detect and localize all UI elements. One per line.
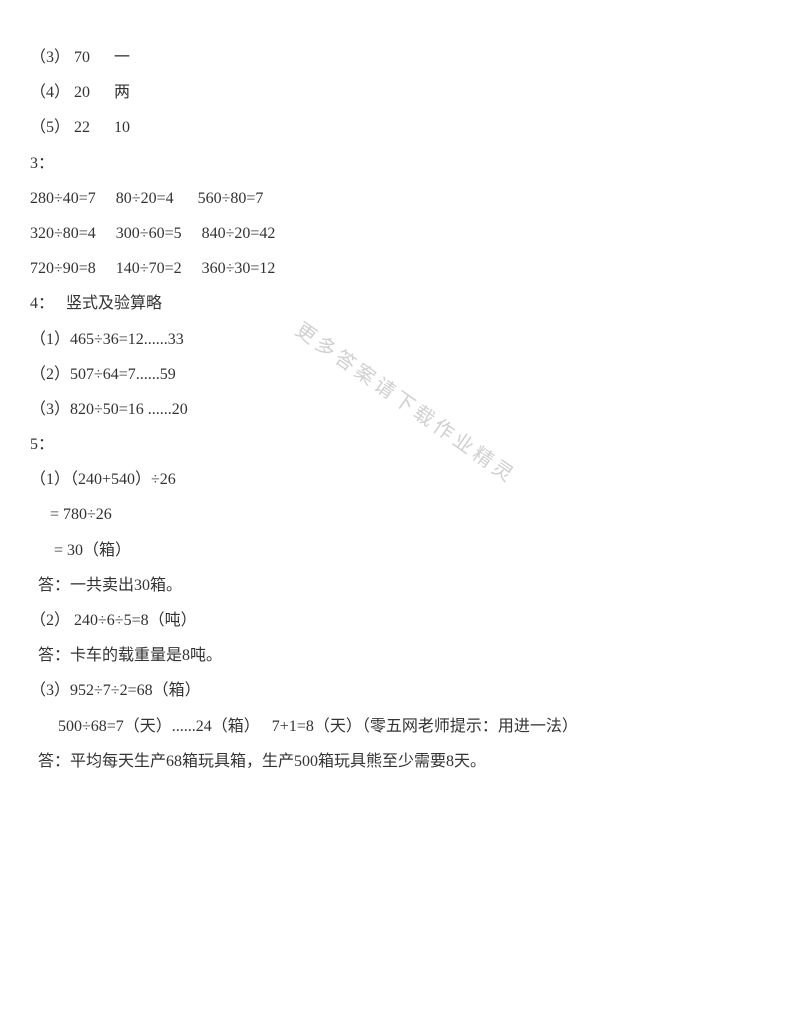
text-line: = 780÷26	[30, 497, 770, 532]
text-line: （5） 22 10	[30, 110, 770, 145]
text-line: （1）465÷36=12......33	[30, 322, 770, 357]
text-line: 3：	[30, 146, 770, 181]
text-line: 5：	[30, 427, 770, 462]
text-line: 500÷68=7（天）......24（箱） 7+1=8（天）（零五网老师提示：…	[30, 709, 770, 744]
text-line: 720÷90=8 140÷70=2 360÷30=12	[30, 251, 770, 286]
text-line: 答：一共卖出30箱。	[30, 568, 770, 603]
text-line: = 30（箱）	[30, 533, 770, 568]
document-content: （3） 70 一 （4） 20 两 （5） 22 10 3： 280÷40=7 …	[30, 40, 770, 779]
text-line: （2）507÷64=7......59	[30, 357, 770, 392]
text-line: （2） 240÷6÷5=8（吨）	[30, 603, 770, 638]
text-line: （3） 70 一	[30, 40, 770, 75]
text-line: （1）（240+540）÷26	[30, 462, 770, 497]
text-line: 4： 竖式及验算略	[30, 286, 770, 321]
text-line: （4） 20 两	[30, 75, 770, 110]
text-line: （3）952÷7÷2=68（箱）	[30, 673, 770, 708]
text-line: 320÷80=4 300÷60=5 840÷20=42	[30, 216, 770, 251]
text-line: 答：卡车的载重量是8吨。	[30, 638, 770, 673]
text-line: 280÷40=7 80÷20=4 560÷80=7	[30, 181, 770, 216]
text-line: 答：平均每天生产68箱玩具箱，生产500箱玩具熊至少需要8天。	[30, 744, 770, 779]
text-line: （3）820÷50=16 ......20	[30, 392, 770, 427]
